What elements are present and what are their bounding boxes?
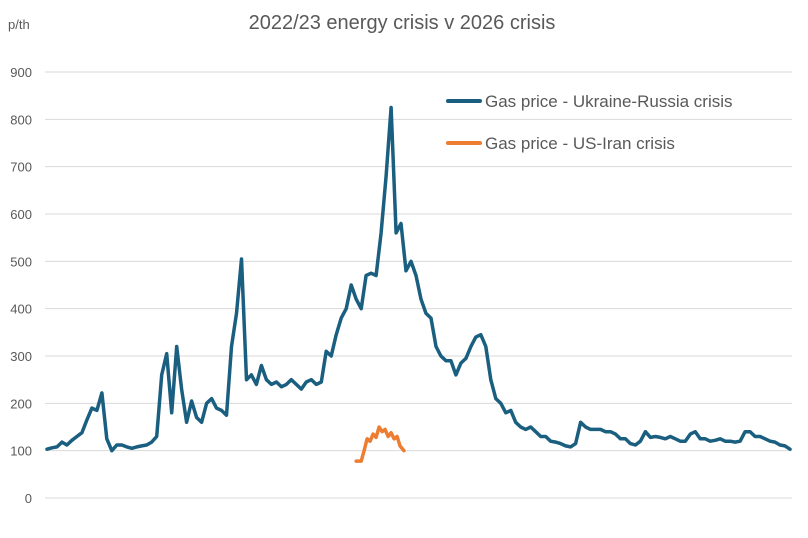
series-line-0 (45, 105, 792, 453)
y-tick-label: 0 (25, 491, 32, 506)
y-tick-label: 300 (10, 349, 32, 364)
y-tick-label: 500 (10, 254, 32, 269)
y-tick-label: 400 (10, 302, 32, 317)
legend-label-us-iran: Gas price - US-Iran crisis (485, 134, 675, 153)
y-tick-label: 100 (10, 444, 32, 459)
legend: Gas price - Ukraine-Russia crisis Gas pr… (446, 92, 733, 153)
chart-title: 2022/23 energy crisis v 2026 crisis (249, 12, 556, 34)
y-tick-label: 900 (10, 65, 32, 80)
y-tick-label: 800 (10, 112, 32, 127)
series-line-1 (354, 425, 406, 463)
y-axis-label: p/th (8, 17, 30, 32)
y-tick-label: 700 (10, 160, 32, 175)
y-tick-label: 200 (10, 396, 32, 411)
legend-label-ukraine-russia: Gas price - Ukraine-Russia crisis (485, 92, 733, 111)
y-tick-label: 600 (10, 207, 32, 222)
